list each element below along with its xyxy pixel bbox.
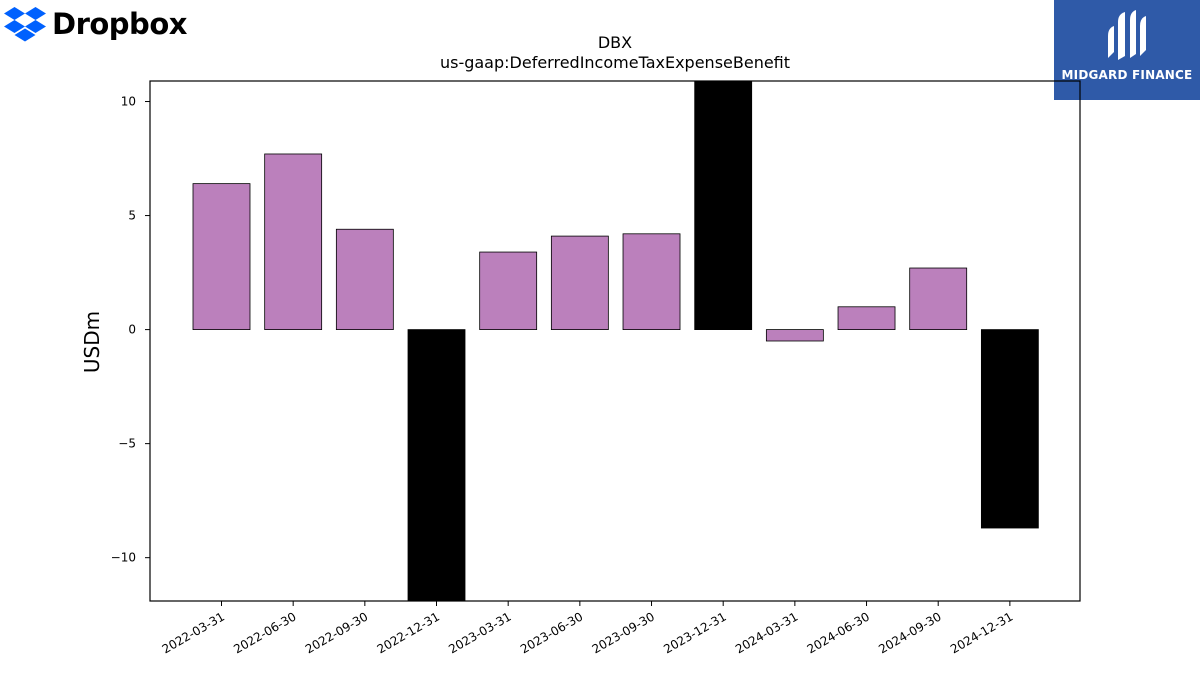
bar-2023-09-30 (622, 233, 681, 330)
bars-layer (192, 81, 1039, 601)
x-tick-label: 2022-09-30 (303, 609, 370, 656)
x-tick-label: 2024-06-30 (805, 609, 872, 656)
bar-2023-06-30 (550, 235, 609, 330)
dropbox-logo-icon (4, 7, 46, 42)
x-tick-label: 2023-09-30 (590, 609, 657, 656)
y-tick-label: 5 (128, 209, 136, 223)
x-tick-label: 2023-12-31 (661, 609, 728, 656)
x-tick-label: 2024-09-30 (876, 609, 943, 656)
midgard-finance-logo-icon (1108, 10, 1146, 60)
x-tick-label: 2024-03-31 (733, 609, 800, 656)
plot-frame (149, 80, 1081, 602)
bar-2024-06-30 (837, 306, 896, 331)
dropbox-logo: Dropbox (4, 4, 187, 44)
bar-2024-09-30 (909, 267, 968, 330)
bar-2022-06-30 (264, 153, 323, 330)
y-axis-label: USDm (80, 311, 104, 373)
x-tick-label: 2022-06-30 (231, 609, 298, 656)
x-tick-label: 2022-03-31 (160, 609, 227, 656)
bar-2023-12-31 (694, 81, 753, 330)
bar-2022-09-30 (335, 228, 394, 330)
midgard-finance-logo: MIDGARD FINANCE (1054, 0, 1200, 100)
bar-2024-12-31 (980, 329, 1039, 529)
x-axis-ticks: 2022-03-31 2022-06-30 2022-09-30 2022-12-31… (160, 601, 1015, 656)
partner-name: MIDGARD FINANCE (1061, 68, 1193, 82)
x-tick-label: 2022-12-31 (375, 609, 442, 656)
bar-2022-03-31 (192, 183, 251, 330)
y-tick-label: −10 (111, 551, 136, 565)
y-tick-label: 10 (121, 95, 136, 109)
bar-2024-03-31 (765, 329, 824, 342)
brand-name: Dropbox (52, 7, 187, 41)
bar-2023-03-31 (479, 251, 538, 330)
y-tick-label: 0 (128, 323, 136, 337)
bar-2022-12-31 (407, 329, 466, 601)
chart-title: DBX (598, 33, 632, 52)
x-tick-label: 2023-06-30 (518, 609, 585, 656)
x-tick-label: 2024-12-31 (948, 609, 1015, 656)
x-tick-label: 2023-03-31 (446, 609, 513, 656)
y-axis-ticks: 10 5 0 −5 −10 (111, 95, 150, 565)
y-tick-label: −5 (118, 437, 136, 451)
chart-subtitle: us-gaap:DeferredIncomeTaxExpenseBenefit (440, 53, 790, 72)
